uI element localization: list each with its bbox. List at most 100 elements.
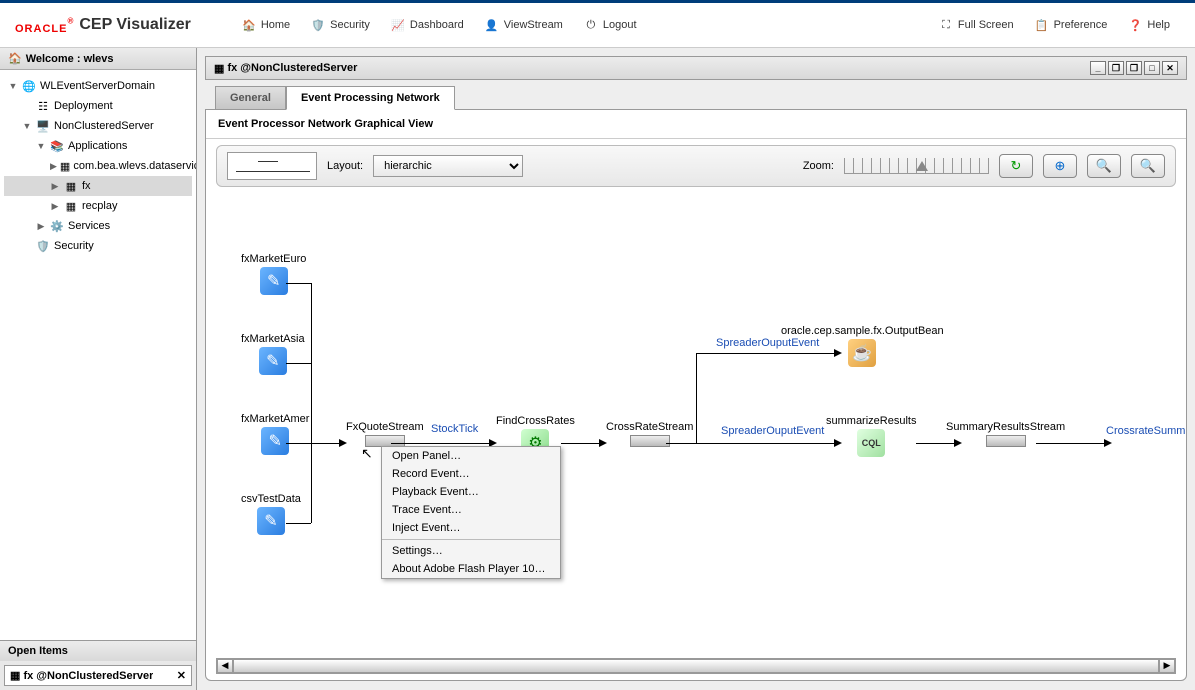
window-title: ▦ fx @NonClusteredServer _ ❐ ❐ □ ✕ xyxy=(205,56,1187,80)
layout-preview-icon xyxy=(227,152,317,180)
close-button[interactable]: ✕ xyxy=(1162,61,1178,75)
zoom-slider[interactable] xyxy=(844,158,989,174)
node-csv[interactable]: csvTestData✎ xyxy=(241,493,301,535)
tab-general[interactable]: General xyxy=(215,86,286,110)
content-area: ▦ fx @NonClusteredServer _ ❐ ❐ □ ✕ Gener… xyxy=(197,48,1195,690)
nav-security[interactable]: 🛡️Security xyxy=(310,17,370,33)
node-asia[interactable]: fxMarketAsia✎ xyxy=(241,333,305,375)
edge xyxy=(696,353,697,443)
tree-services[interactable]: ▶⚙️Services xyxy=(4,216,192,236)
restore2-button[interactable]: ❐ xyxy=(1126,61,1142,75)
restore-button[interactable]: ❐ xyxy=(1108,61,1124,75)
scroll-left-button[interactable]: ◀ xyxy=(217,659,233,673)
globe-icon: 🌐 xyxy=(21,78,37,94)
edge xyxy=(561,443,601,444)
edge xyxy=(666,443,696,444)
tree-app-fx[interactable]: ▶▦fx xyxy=(4,176,192,196)
grid-icon: ▦ xyxy=(10,669,20,682)
arrow-icon xyxy=(1104,439,1112,447)
gear-icon: ⚙️ xyxy=(49,218,65,234)
menu-settings[interactable]: Settings… xyxy=(382,542,560,560)
layout-select[interactable]: hierarchic xyxy=(373,155,523,177)
cursor-icon: ↖ xyxy=(361,445,373,462)
tree-deployment[interactable]: ☷Deployment xyxy=(4,96,192,116)
logout-icon: ⏻ xyxy=(583,17,599,33)
zoomout-button[interactable]: 🔍 xyxy=(1087,154,1121,178)
chart-icon: 📈 xyxy=(390,17,406,33)
graph-canvas[interactable]: fxMarketEuro✎ fxMarketAsia✎ fxMarketAmer… xyxy=(206,193,1186,658)
context-menu: Open Panel… Record Event… Playback Event… xyxy=(381,446,561,579)
tabs: General Event Processing Network xyxy=(215,86,1187,110)
deploy-icon: ☷ xyxy=(35,98,51,114)
fit-button[interactable]: ⊕ xyxy=(1043,154,1077,178)
edge xyxy=(286,523,311,524)
node-amer[interactable]: fxMarketAmer✎ xyxy=(241,413,309,455)
menu-record-event[interactable]: Record Event… xyxy=(382,465,560,483)
nav-logout[interactable]: ⏻Logout xyxy=(583,17,637,33)
pref-icon: 📋 xyxy=(1034,17,1050,33)
layout-label: Layout: xyxy=(327,160,363,172)
nav-fullscreen[interactable]: ⛶Full Screen xyxy=(938,17,1014,33)
edge xyxy=(391,443,491,444)
node-label: CrossrateSummary xyxy=(1106,425,1186,437)
tree-server[interactable]: ▼🖥️NonClusteredServer xyxy=(4,116,192,136)
nav-tree: ▼🌐WLEventServerDomain ☷Deployment ▼🖥️Non… xyxy=(0,70,196,640)
sidebar: 🏠Welcome : wlevs ▼🌐WLEventServerDomain ☷… xyxy=(0,48,197,690)
menu-inject-event[interactable]: Inject Event… xyxy=(382,519,560,537)
tree-app3[interactable]: ▶▦recplay xyxy=(4,196,192,216)
edge xyxy=(311,283,312,523)
maximize-button[interactable]: □ xyxy=(1144,61,1160,75)
refresh-button[interactable]: ↻ xyxy=(999,154,1033,178)
zoom-label: Zoom: xyxy=(803,160,834,172)
app-title: CEP Visualizer xyxy=(79,16,190,34)
grid-icon: ▦ xyxy=(63,198,79,214)
menu-playback-event[interactable]: Playback Event… xyxy=(382,483,560,501)
stream-icon: 👤 xyxy=(484,17,500,33)
open-item[interactable]: ▦ fx @NonClusteredServer✕ xyxy=(4,665,192,686)
open-items-header: Open Items xyxy=(0,641,196,661)
tree-app1[interactable]: ▶▦com.bea.wlevs.dataservices xyxy=(4,156,192,176)
open-items: Open Items ▦ fx @NonClusteredServer✕ xyxy=(0,640,196,690)
node-euro[interactable]: fxMarketEuro✎ xyxy=(241,253,306,295)
node-outputbean[interactable]: oracle.cep.sample.fx.OutputBean☕ xyxy=(781,325,944,367)
nav-home[interactable]: 🏠Home xyxy=(241,17,290,33)
edge xyxy=(286,443,311,444)
edge-label: StockTick xyxy=(431,423,478,435)
menu-about[interactable]: About Adobe Flash Player 10… xyxy=(382,560,560,578)
panel-title: Event Processor Network Graphical View xyxy=(206,110,1186,139)
grid-icon: ▦ xyxy=(63,178,79,194)
fullscreen-icon: ⛶ xyxy=(938,17,954,33)
panel: Event Processor Network Graphical View L… xyxy=(205,109,1187,681)
edge xyxy=(311,443,341,444)
grid-icon: ▦ xyxy=(214,62,224,75)
nav-help[interactable]: ❓Help xyxy=(1127,17,1170,33)
tree-root[interactable]: ▼🌐WLEventServerDomain xyxy=(4,76,192,96)
home-icon: 🏠 xyxy=(8,52,22,65)
nav-dashboard[interactable]: 📈Dashboard xyxy=(390,17,464,33)
horizontal-scrollbar[interactable]: ◀ ▶ xyxy=(216,658,1176,674)
nav-viewstream[interactable]: 👤ViewStream xyxy=(484,17,563,33)
welcome-header: 🏠Welcome : wlevs xyxy=(0,48,196,70)
menu-trace-event[interactable]: Trace Event… xyxy=(382,501,560,519)
close-icon[interactable]: ✕ xyxy=(177,669,186,682)
zoomin-button[interactable]: 🔍 xyxy=(1131,154,1165,178)
scroll-thumb[interactable] xyxy=(233,659,1159,673)
edge xyxy=(286,283,311,284)
apps-icon: 📚 xyxy=(49,138,65,154)
help-icon: ❓ xyxy=(1127,17,1143,33)
scroll-right-button[interactable]: ▶ xyxy=(1159,659,1175,673)
shield-icon: 🛡️ xyxy=(35,238,51,254)
tree-security[interactable]: 🛡️Security xyxy=(4,236,192,256)
shield-icon: 🛡️ xyxy=(310,17,326,33)
grid-icon: ▦ xyxy=(60,158,70,174)
tab-epn[interactable]: Event Processing Network xyxy=(286,86,455,110)
tree-applications[interactable]: ▼📚Applications xyxy=(4,136,192,156)
minimize-button[interactable]: _ xyxy=(1090,61,1106,75)
home-icon: 🏠 xyxy=(241,17,257,33)
edge xyxy=(696,443,836,444)
menu-open-panel[interactable]: Open Panel… xyxy=(382,447,560,465)
edge-label: SpreaderOuputEvent xyxy=(721,425,824,437)
nav-preference[interactable]: 📋Preference xyxy=(1034,17,1108,33)
server-icon: 🖥️ xyxy=(35,118,51,134)
node-summarize[interactable]: summarizeResultsCQL xyxy=(826,415,916,457)
